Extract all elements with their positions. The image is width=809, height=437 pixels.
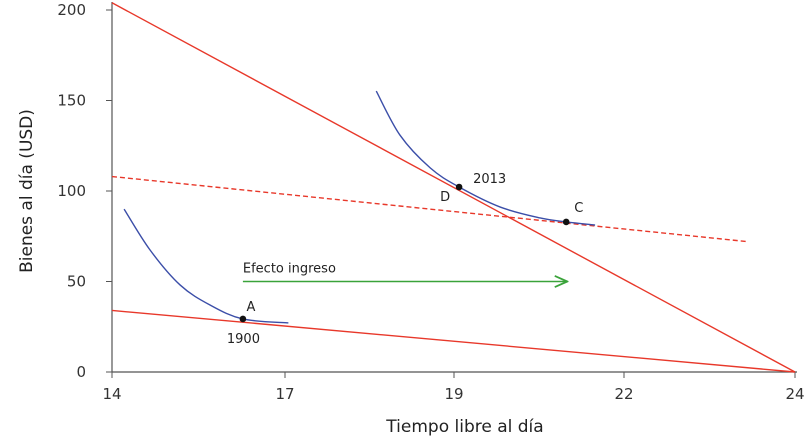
point-year-D: 2013 xyxy=(473,172,506,187)
point-year-A: 1900 xyxy=(227,332,260,347)
y-tick-label: 150 xyxy=(57,92,86,110)
x-axis-label: Tiempo libre al día xyxy=(385,417,543,437)
budget-line-2 xyxy=(111,309,796,373)
x-tick-label: 17 xyxy=(275,385,294,403)
y-tick-label: 200 xyxy=(57,1,86,19)
x-tick-label: 24 xyxy=(785,385,804,403)
point-A xyxy=(239,315,247,323)
income-effect-label: Efecto ingreso xyxy=(243,262,336,277)
x-tick-label: 14 xyxy=(102,385,121,403)
point-D xyxy=(455,183,463,191)
y-tick-label: 50 xyxy=(67,273,86,291)
point-label-A: A xyxy=(246,300,255,315)
point-label-C: C xyxy=(574,201,583,216)
x-tick-label: 22 xyxy=(614,385,633,403)
y-tick-label: 100 xyxy=(57,182,86,200)
y-axis-label: Bienes al día (USD) xyxy=(17,109,37,273)
point-C xyxy=(562,218,570,226)
indifference-curve-1 xyxy=(123,208,289,324)
budget-line-3 xyxy=(111,175,749,243)
x-tick-label: 19 xyxy=(444,385,463,403)
y-tick-label: 0 xyxy=(76,363,86,381)
point-label-D: D xyxy=(440,190,450,205)
budget-line-1 xyxy=(111,2,796,373)
